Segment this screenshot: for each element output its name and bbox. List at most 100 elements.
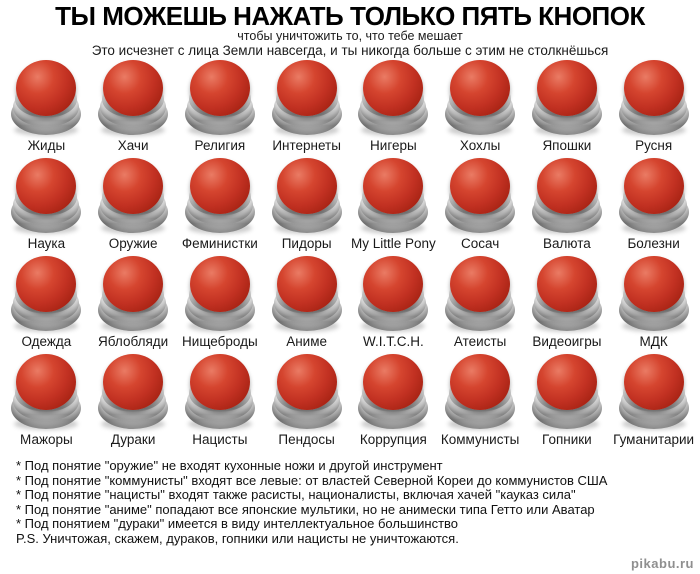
button-label: Наука (27, 236, 66, 251)
button-label: Оружие (108, 236, 158, 251)
button-cell: Дураки (90, 354, 177, 452)
red-dome-icon (276, 60, 337, 116)
subtitle-line1: чтобы уничтожить то, что тебе мешает (237, 29, 463, 43)
push-button[interactable] (97, 158, 169, 234)
button-label: Интернеты (272, 138, 341, 153)
button-label: Русня (635, 138, 673, 153)
push-button[interactable] (618, 158, 690, 234)
push-button[interactable] (184, 354, 256, 430)
button-cell: Болезни (610, 158, 697, 256)
push-button[interactable] (357, 354, 429, 430)
red-dome-icon (363, 60, 424, 116)
button-cell: Мажоры (3, 354, 90, 452)
push-button[interactable] (531, 158, 603, 234)
button-label: Нигеры (370, 138, 417, 153)
button-label: Пендосы (278, 432, 335, 447)
button-cell: Хачи (90, 60, 177, 158)
button-cell: Яблобляди (90, 256, 177, 354)
push-button[interactable] (271, 354, 343, 430)
push-button[interactable] (271, 256, 343, 332)
push-button[interactable] (97, 256, 169, 332)
push-button[interactable] (444, 60, 516, 136)
button-label: Видеоигры (532, 334, 602, 349)
button-cell: My Little Pony (350, 158, 437, 256)
red-dome-icon (103, 60, 164, 116)
push-button[interactable] (184, 60, 256, 136)
button-label: Коммунисты (440, 432, 520, 447)
red-dome-icon (450, 256, 511, 312)
push-button[interactable] (10, 158, 82, 234)
button-label: Жиды (27, 138, 66, 153)
red-dome-icon (103, 256, 164, 312)
button-label: My Little Pony (350, 236, 436, 251)
button-label: W.I.T.C.H. (363, 334, 424, 349)
push-button[interactable] (531, 60, 603, 136)
push-button[interactable] (618, 354, 690, 430)
push-button[interactable] (444, 158, 516, 234)
page-title: ТЫ МОЖЕШЬ НАЖАТЬ ТОЛЬКО ПЯТЬ КНОПОК (55, 1, 645, 31)
push-button[interactable] (10, 60, 82, 136)
footnote-line: * Под понятие "нацисты" входят также рас… (16, 487, 576, 502)
button-label: Нищеброды (182, 334, 258, 349)
push-button[interactable] (97, 354, 169, 430)
push-button[interactable] (618, 256, 690, 332)
button-cell: Русня (610, 60, 697, 158)
button-cell: Валюта (524, 158, 611, 256)
button-cell: Жиды (3, 60, 90, 158)
red-dome-icon (276, 256, 337, 312)
button-cell: Феминистки (177, 158, 264, 256)
push-button[interactable] (184, 256, 256, 332)
red-dome-icon (623, 256, 684, 312)
red-dome-icon (16, 256, 77, 312)
button-label: Болезни (627, 236, 680, 251)
push-button[interactable] (10, 256, 82, 332)
push-button[interactable] (10, 354, 82, 430)
push-button[interactable] (271, 158, 343, 234)
button-label: Хохлы (459, 138, 501, 153)
button-label: Коррупция (359, 432, 427, 447)
button-cell: Сосач (437, 158, 524, 256)
button-label: Религия (194, 138, 246, 153)
push-button[interactable] (531, 256, 603, 332)
push-button[interactable] (444, 354, 516, 430)
red-dome-icon (363, 158, 424, 214)
button-cell: Пидоры (263, 158, 350, 256)
button-cell: Оружие (90, 158, 177, 256)
button-cell: Аниме (263, 256, 350, 354)
button-cell: Видеоигры (524, 256, 611, 354)
footnote-line: * Под понятие "аниме" попадают все японс… (16, 501, 595, 517)
push-button[interactable] (531, 354, 603, 430)
button-label: Одежда (21, 334, 72, 349)
red-dome-icon (276, 158, 337, 214)
button-cell: МДК (610, 256, 697, 354)
red-dome-icon (103, 354, 164, 410)
red-dome-icon (363, 354, 424, 410)
red-dome-icon (536, 256, 597, 312)
button-label: Сосач (460, 236, 500, 251)
button-cell: W.I.T.C.H. (350, 256, 437, 354)
push-button[interactable] (357, 60, 429, 136)
red-dome-icon (363, 256, 424, 312)
button-cell: Нигеры (350, 60, 437, 158)
push-button[interactable] (97, 60, 169, 136)
red-dome-icon (16, 158, 77, 214)
button-label: Мажоры (20, 432, 73, 447)
footnote-line: * Под понятие "коммунисты" входят все ле… (16, 472, 608, 488)
button-label: Феминистки (181, 236, 258, 251)
push-button[interactable] (444, 256, 516, 332)
button-grid: Жиды Хачи Религия Интернеты (0, 58, 700, 452)
button-cell: Нацисты (177, 354, 264, 452)
red-dome-icon (189, 60, 250, 116)
push-button[interactable] (184, 158, 256, 234)
red-dome-icon (450, 60, 511, 116)
red-dome-icon (536, 60, 597, 116)
push-button[interactable] (357, 256, 429, 332)
red-dome-icon (103, 158, 164, 214)
button-cell: Наука (3, 158, 90, 256)
button-cell: Интернеты (263, 60, 350, 158)
push-button[interactable] (357, 158, 429, 234)
button-label: Нацисты (192, 432, 248, 447)
push-button[interactable] (271, 60, 343, 136)
subtitle-line2: Это исчезнет с лица Земли навсегда, и ты… (91, 43, 609, 58)
push-button[interactable] (618, 60, 690, 136)
